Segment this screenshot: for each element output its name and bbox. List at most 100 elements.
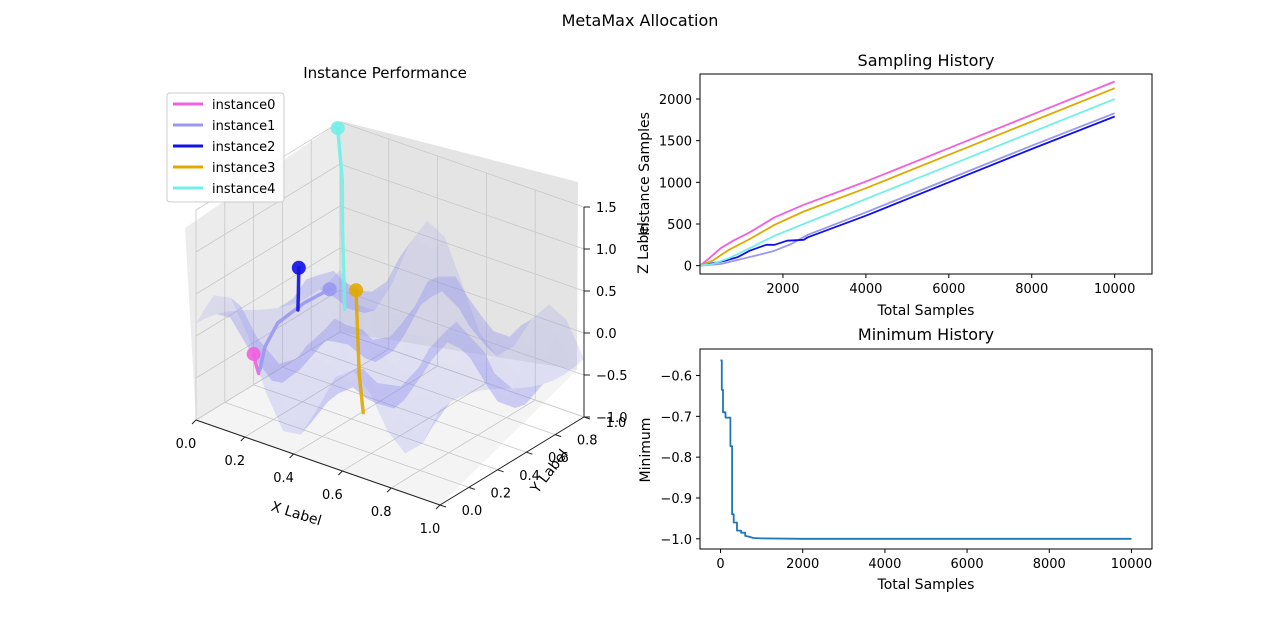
axes-3d: 0.00.20.40.60.81.00.00.20.40.60.81.0−1.0… xyxy=(176,201,628,537)
surface-patch xyxy=(538,304,567,335)
surface-patch xyxy=(282,358,310,383)
surface-patch xyxy=(362,329,390,350)
legend-label-instance1: instance1 xyxy=(212,119,275,134)
surface-patch xyxy=(445,276,474,312)
surface-patch xyxy=(373,382,402,400)
surface-patch xyxy=(439,321,467,341)
surface-patch xyxy=(372,325,401,351)
x-tick-label: 10000 xyxy=(1094,282,1135,297)
trajectory-instance4 xyxy=(335,126,347,311)
legend-label-instance3: instance3 xyxy=(212,161,275,176)
surface-patch xyxy=(355,339,383,359)
surface-patch xyxy=(327,324,356,343)
surface-patch xyxy=(428,321,457,349)
surface-patch xyxy=(411,339,440,385)
x-tick-label: 4000 xyxy=(868,557,901,572)
surface-patch xyxy=(446,321,474,347)
back-grid-line xyxy=(339,163,585,250)
surface-patch xyxy=(363,368,391,387)
surface-patch xyxy=(230,297,259,341)
surface-patch xyxy=(335,368,364,377)
surface-patch xyxy=(348,340,376,363)
surface-patch xyxy=(306,270,334,280)
y-tick-label: −0.7 xyxy=(660,410,692,425)
surface-patch xyxy=(504,386,533,408)
start-marker-instance3 xyxy=(349,283,364,298)
surface-patch xyxy=(347,304,375,313)
x-axis-line xyxy=(195,419,441,506)
trajectory-instance2 xyxy=(296,266,301,312)
surface-patch xyxy=(341,327,370,374)
minimum-history-lines xyxy=(720,359,1132,540)
y-tick-label: 1000 xyxy=(659,176,692,191)
y-tick-label: 500 xyxy=(667,218,692,233)
surface-patch xyxy=(223,300,252,331)
surface-patch xyxy=(365,350,394,363)
surface-patch xyxy=(356,382,384,400)
x-tick-label: 6000 xyxy=(932,282,965,297)
back-left-pane xyxy=(185,121,341,420)
y-tick-label: 1.0 xyxy=(606,416,627,431)
floor-grid-line xyxy=(224,402,469,488)
surface-patch xyxy=(380,385,409,415)
surface-patch xyxy=(431,288,459,308)
instance-performance-3d-plot: Instance Performance 0.0 0.2 0.4 0.6 0.8 1.0 0… xyxy=(166,64,652,537)
surface-patch xyxy=(396,273,424,314)
surface-patch xyxy=(449,333,478,360)
legend-label-instance4: instance4 xyxy=(212,182,275,197)
surface-patch xyxy=(425,358,454,399)
surface-patch xyxy=(435,277,463,323)
y-tick-label: −0.9 xyxy=(660,492,692,507)
x-tick-label: 0.2 xyxy=(224,454,245,469)
y-tick-label: 0.2 xyxy=(490,486,511,501)
surface-patch xyxy=(340,293,369,341)
legend-label-instance0: instance0 xyxy=(212,98,275,113)
y-tick-mark xyxy=(497,469,504,473)
z-axis-label: Z Label xyxy=(636,222,652,274)
surface-patch xyxy=(324,318,352,341)
surface-patch xyxy=(535,358,564,386)
surface-patch xyxy=(390,302,418,337)
series-line-instance3 xyxy=(699,87,1116,267)
x-tick-label: 6000 xyxy=(951,557,984,572)
y-tick-label: 2000 xyxy=(659,93,692,108)
instance-trajectories xyxy=(246,121,365,415)
y-axis-line xyxy=(439,416,585,506)
surface-patch xyxy=(469,325,497,357)
surface-patch xyxy=(441,286,470,326)
surface-patch xyxy=(358,326,386,363)
surface-patch xyxy=(383,384,412,409)
surface-patch xyxy=(226,310,255,358)
side-grid-line xyxy=(195,247,341,337)
surface-patch xyxy=(493,325,522,343)
x-tick-label: 0.4 xyxy=(273,471,294,486)
x-tick-label: 4000 xyxy=(849,282,882,297)
sampling-history-lines xyxy=(699,80,1116,267)
surface-patch xyxy=(303,357,332,398)
minimum-history-y-label: Minimum xyxy=(638,418,654,483)
z-tick-label: 0.0 xyxy=(596,327,617,342)
y-tick-label: 0 xyxy=(684,260,692,275)
surface-patch xyxy=(382,242,410,291)
series-line-instance1 xyxy=(699,112,1116,267)
y-tick-label: 0.6 xyxy=(548,451,569,466)
surface-patch xyxy=(398,391,426,433)
surface-patch xyxy=(318,376,346,408)
back-grid-line xyxy=(339,247,585,334)
surface-patch xyxy=(302,299,331,340)
surface-patch xyxy=(407,299,436,336)
surface-patch xyxy=(428,276,456,282)
surface-patch xyxy=(331,340,360,384)
performance-surface xyxy=(196,220,584,454)
surface-patch xyxy=(247,309,276,361)
surface-patch xyxy=(390,367,419,392)
surface-patch xyxy=(285,296,314,333)
surface-patch xyxy=(286,357,314,392)
surface-patch xyxy=(328,376,356,402)
surface-patch xyxy=(265,386,294,432)
surface-patch xyxy=(410,276,439,315)
x-tick-mark xyxy=(191,419,197,425)
start-marker-instance4 xyxy=(330,121,345,136)
surface-patch xyxy=(295,276,324,300)
